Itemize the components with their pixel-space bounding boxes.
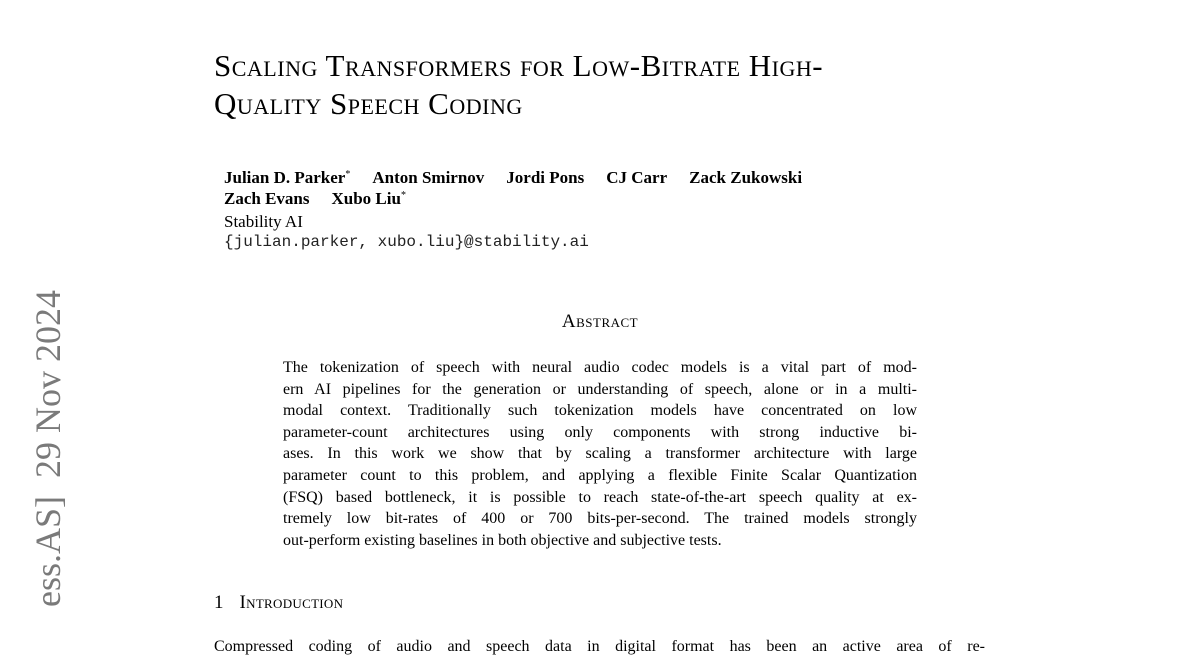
- author: Xubo Liu*: [332, 189, 406, 208]
- abstract-line: modal context. Traditionally such tokeni…: [283, 402, 917, 420]
- author-name: Jordi Pons: [506, 168, 585, 187]
- title-line: Scaling Transformers for Low-Bitrate Hig…: [214, 48, 824, 83]
- abstract-line: ern AI pipelines for the generation or u…: [283, 380, 917, 398]
- author: CJ Carr: [606, 168, 667, 187]
- email: {julian.parker, xubo.liu}@stability.ai: [224, 233, 589, 251]
- author-name: Zack Zukowski: [689, 168, 803, 187]
- author-name: Julian D. Parker: [224, 168, 346, 187]
- abstract-line: ases. In this work we show that by scali…: [283, 445, 917, 463]
- body-text: Compressed coding of audio and speech da…: [214, 638, 985, 655]
- section-heading: 1 Introduction: [214, 592, 343, 614]
- author-name: Xubo Liu: [331, 189, 401, 208]
- affiliation: Stability AI: [224, 212, 303, 231]
- abstract-heading: Abstract: [561, 311, 639, 332]
- author-name: CJ Carr: [606, 168, 668, 187]
- abstract-line: out-perform existing baselines in both o…: [283, 531, 722, 549]
- author-name: Anton Smirnov: [372, 168, 485, 187]
- author-mark: *: [400, 190, 406, 201]
- author-line: Julian D. Parker* Anton Smirnov Jordi Pons…: [224, 168, 824, 188]
- author-line: Zach Evans Xubo Liu*: [224, 189, 428, 209]
- author-mark: *: [345, 169, 351, 180]
- author: Zach Evans: [224, 189, 310, 208]
- author-name: Zach Evans: [224, 189, 310, 208]
- author: Zack Zukowski: [689, 168, 802, 187]
- arxiv-stamp: ess.AS] 29 Nov 2024: [28, 290, 68, 608]
- abstract-line: parameter-count architectures using only…: [283, 423, 917, 441]
- author: Julian D. Parker*: [224, 168, 350, 187]
- author: Anton Smirnov: [372, 168, 484, 187]
- abstract-line: tremely low bit-rates of 400 or 700 bits…: [283, 510, 917, 528]
- author: Jordi Pons: [506, 168, 584, 187]
- section-title: Introduction: [239, 592, 344, 613]
- abstract-line: parameter count to this problem, and app…: [283, 467, 917, 484]
- abstract-line: (FSQ) based bottleneck, it is possible t…: [283, 488, 917, 506]
- title-line: Quality Speech Coding: [214, 86, 523, 121]
- abstract-line: The tokenization of speech with neural a…: [283, 359, 917, 376]
- section-number: 1: [214, 592, 224, 613]
